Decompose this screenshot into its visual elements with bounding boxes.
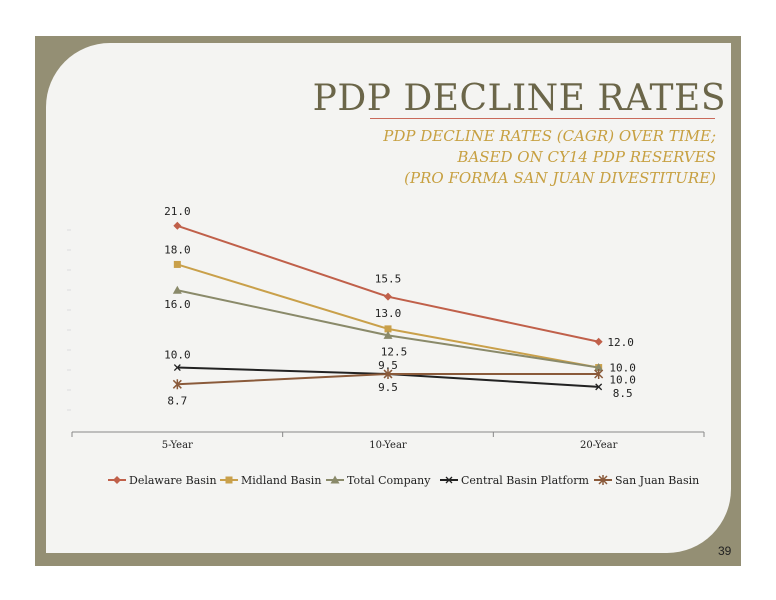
legend-label: Midland Basin (241, 474, 321, 487)
title-underline (370, 118, 715, 119)
subtitle-line-3: (PRO FORMA SAN JUAN DIVESTITURE) (404, 169, 716, 187)
x-tick-label: 5-Year (162, 440, 193, 451)
legend-marker (113, 476, 121, 484)
data-label: 15.5 (375, 273, 402, 286)
data-label: 10.0 (609, 362, 636, 375)
data-point (383, 369, 393, 379)
data-point (594, 369, 604, 379)
data-label: 12.0 (607, 336, 634, 349)
legend-label: Total Company (347, 474, 431, 487)
data-label: 16.0 (164, 298, 191, 311)
data-label: 13.0 (375, 307, 402, 320)
data-label: 8.5 (613, 387, 633, 400)
data-point (172, 285, 182, 294)
slide-subtitle: PDP DECLINE RATES (CAGR) OVER TIME; BASE… (383, 126, 716, 189)
x-tick-label: 10-Year (369, 440, 407, 451)
data-point (595, 383, 603, 391)
subtitle-line-2: BASED ON CY14 PDP RESERVES (457, 148, 716, 166)
legend-marker (598, 475, 608, 485)
data-point (173, 221, 182, 230)
legend-marker (330, 475, 340, 484)
data-label: 9.5 (378, 381, 398, 394)
data-point (384, 325, 392, 333)
legend-label: Delaware Basin (129, 474, 217, 487)
legend-marker (225, 476, 233, 484)
data-label: 18.0 (164, 243, 191, 256)
data-point (172, 379, 182, 390)
page-number: 39 (718, 544, 732, 558)
slide-title: PDP DECLINE RATES (312, 78, 726, 119)
legend-label: San Juan Basin (615, 474, 699, 487)
data-point (384, 292, 392, 301)
subtitle-line-1: PDP DECLINE RATES (CAGR) OVER TIME; (383, 127, 716, 145)
data-point (173, 260, 181, 268)
legend-label: Central Basin Platform (461, 474, 589, 487)
data-label: 21.0 (164, 205, 191, 218)
data-label: 8.7 (167, 394, 187, 407)
data-label: 12.5 (381, 345, 408, 358)
data-label: 10.0 (164, 349, 191, 362)
data-label: 9.5 (378, 359, 398, 372)
data-label: 10.0 (609, 374, 636, 387)
data-point (594, 337, 603, 346)
data-point (173, 364, 181, 372)
x-tick-label: 20-Year (580, 440, 618, 451)
data-point (383, 330, 393, 339)
legend-marker (445, 476, 453, 484)
data-point (594, 363, 604, 372)
